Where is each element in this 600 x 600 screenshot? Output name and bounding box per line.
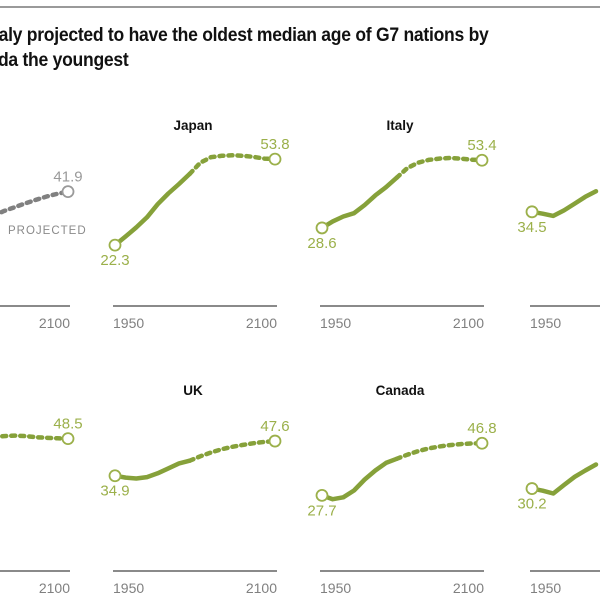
tick-label-1950: 1950 — [530, 315, 561, 331]
end-marker-ld — [61, 185, 75, 199]
start-marker-japan — [108, 238, 122, 252]
start-marker-canada — [315, 488, 329, 502]
end-marker-canada — [475, 436, 489, 450]
series-line-estimated-uk — [112, 458, 192, 481]
start-value-label-italy: 28.6 — [307, 235, 336, 252]
tick-label-1950: 1950 — [320, 580, 351, 596]
series-line-estimated-japan — [112, 171, 192, 248]
start-value-label-japan: 22.3 — [100, 252, 129, 269]
end-marker-uk — [268, 434, 282, 448]
tick-label-2100: 2100 — [39, 315, 70, 331]
end-value-label-italy: 53.4 — [467, 137, 496, 154]
start-value-label-canada: 27.7 — [307, 502, 336, 519]
panel-title-japan: Japan — [173, 118, 212, 133]
series-line-projected-uk — [187, 438, 278, 463]
projected-annotation: PROJECTED — [8, 225, 87, 237]
end-value-label-ld: 41.9 — [53, 169, 82, 186]
series-line-estimated-u — [529, 462, 599, 496]
top-rule — [0, 6, 600, 8]
tick-label-2100: 2100 — [39, 580, 70, 596]
series-line-projected-italy — [394, 155, 485, 180]
chart-title-line-1: taly projected to have the oldest median… — [0, 24, 489, 46]
start-value-label-uk: 34.9 — [100, 483, 129, 500]
end-marker-italy — [475, 153, 489, 167]
series-line-estimated-italy — [319, 175, 399, 231]
start-marker-fr — [525, 205, 539, 219]
tick-label-2100: 2100 — [246, 580, 277, 596]
end-marker-japan — [268, 152, 282, 166]
start-marker-italy — [315, 221, 329, 235]
end-value-label-uk: 47.6 — [260, 418, 289, 435]
tick-label-1950: 1950 — [320, 315, 351, 331]
series-line-projected-ld — [0, 189, 71, 216]
series-line-projected-canada — [394, 440, 485, 462]
panel-title-italy: Italy — [386, 118, 414, 133]
panel-title-canada: Canada — [376, 383, 425, 398]
tick-label-1950: 1950 — [113, 315, 144, 331]
start-marker-uk — [108, 469, 122, 483]
chart-title-line-2: nada the youngest — [0, 49, 129, 71]
tick-label-2100: 2100 — [246, 315, 277, 331]
end-value-label-canada: 46.8 — [467, 420, 496, 437]
tick-label-1950: 1950 — [530, 580, 561, 596]
tick-label-1950: 1950 — [113, 580, 144, 596]
start-value-label-fr: 34.5 — [517, 219, 546, 236]
start-value-label-u: 30.2 — [517, 496, 546, 513]
end-value-label-japan: 53.8 — [260, 136, 289, 153]
series-line-projected-any — [0, 433, 71, 441]
series-line-projected-japan — [187, 153, 278, 177]
panel-title-uk: UK — [183, 383, 203, 398]
start-marker-u — [525, 482, 539, 495]
end-value-label-any: 48.5 — [53, 416, 82, 433]
series-line-estimated-fr — [529, 189, 599, 219]
tick-label-2100: 2100 — [453, 580, 484, 596]
tick-label-2100: 2100 — [453, 315, 484, 331]
end-marker-any — [61, 432, 75, 445]
series-line-estimated-canada — [319, 456, 399, 502]
